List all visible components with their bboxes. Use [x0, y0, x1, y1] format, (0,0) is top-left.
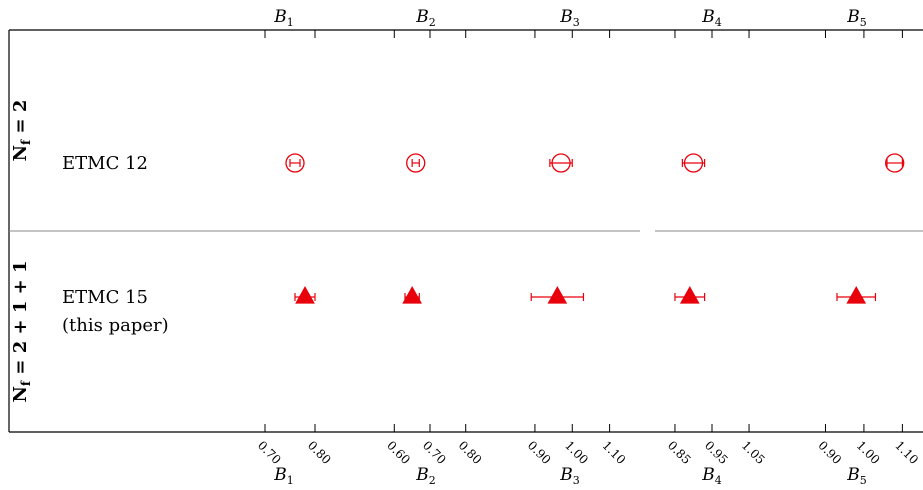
series-label-1-line2: (this paper)	[62, 315, 169, 336]
marker-circle	[683, 153, 704, 173]
series-label-1: ETMC 15	[62, 287, 148, 308]
panel-label-top-b1: B1	[273, 7, 294, 29]
data-point-1-b3	[530, 286, 585, 304]
marker-triangle	[402, 286, 422, 304]
panel-label-top-b5: B5	[846, 7, 867, 29]
tick-label: 1.10	[599, 438, 628, 467]
data-point-0-b2	[406, 153, 426, 173]
data-point-1-b4	[674, 286, 706, 304]
group-label-1: Nf = 2 + 1 + 1	[10, 260, 33, 402]
tick-label: 1.00	[854, 438, 883, 467]
panel-label-top-b4: B4	[701, 7, 722, 29]
tick-label: 0.80	[456, 438, 485, 467]
series-label-0: ETMC 12	[62, 153, 148, 174]
marker-triangle	[547, 286, 568, 304]
panel-label-top-b2: B2	[415, 7, 436, 29]
data-point-1-b2	[402, 286, 422, 304]
marker-triangle	[679, 286, 700, 304]
tick-label: 0.90	[815, 438, 844, 467]
panel-label-bottom-b1: B1	[273, 465, 294, 487]
group-labels: Nf = 2 Nf = 2 + 1 + 1	[10, 100, 33, 403]
marker-circle	[551, 153, 571, 173]
panel-label-top-b3: B3	[559, 7, 580, 29]
marker-circle	[285, 153, 305, 173]
data-point-1-b1	[294, 286, 316, 304]
series-labels: ETMC 12 ETMC 15 (this paper)	[62, 153, 169, 336]
tick-label: 1.10	[892, 438, 921, 467]
tick-label: 0.90	[525, 438, 554, 467]
data-point-0-b3	[549, 153, 573, 173]
marker-triangle	[846, 286, 867, 304]
marker-circle	[406, 153, 426, 173]
tick-label: 0.70	[255, 438, 284, 467]
tick-label: 0.95	[702, 438, 731, 467]
data-point-0-b5	[885, 153, 905, 173]
tick-label: 0.60	[384, 438, 413, 467]
panel-label-bottom-b3: B3	[559, 465, 580, 487]
tick-label: 1.05	[739, 438, 768, 467]
data-point-0-b1	[285, 153, 305, 173]
bottom-panel-labels: B1 B2 B3 B4 B5	[273, 465, 867, 487]
x-ticks: 0.70 0.80 0.60 0.70 0.80 0.90 1.00 1.10 0.85 0.95…	[255, 30, 921, 467]
tick-label: 0.70	[420, 438, 449, 467]
tick-label: 0.85	[665, 438, 694, 467]
tick-label: 1.00	[562, 438, 591, 467]
panel-label-bottom-b2: B2	[415, 465, 436, 487]
tick-label: 0.80	[305, 438, 334, 467]
group-label-0: Nf = 2	[10, 100, 33, 162]
data-marks	[285, 153, 905, 304]
data-point-1-b5	[836, 286, 877, 304]
data-point-0-b4	[681, 153, 706, 173]
panel-label-bottom-b5: B5	[846, 465, 867, 487]
panel-label-bottom-b4: B4	[701, 465, 722, 487]
marker-triangle	[295, 286, 315, 304]
marker-circle	[885, 153, 905, 173]
top-panel-labels: B1 B2 B3 B4 B5	[273, 7, 867, 29]
